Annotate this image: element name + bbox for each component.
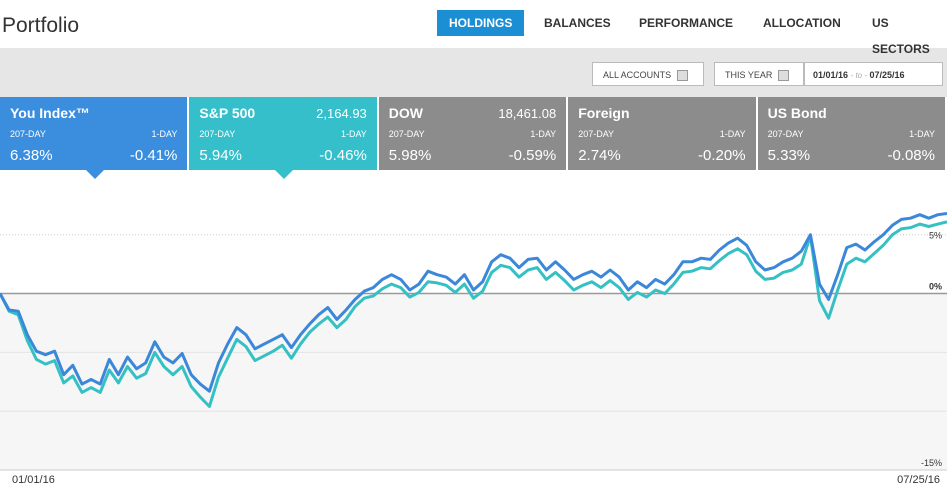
card-name: Foreign xyxy=(578,105,630,121)
card-long-label: 207-DAY xyxy=(767,129,804,139)
accounts-select[interactable]: ALL ACCOUNTS xyxy=(592,62,704,86)
card-long-value: 6.38% xyxy=(10,147,53,164)
page-title: Portfolio xyxy=(2,14,80,37)
card-name: US Bond xyxy=(767,105,827,121)
card-long-value: 5.98% xyxy=(388,147,432,164)
nav-tab[interactable]: ALLOCATION xyxy=(763,16,841,30)
card-long-value: 2.74% xyxy=(578,147,621,164)
card-name: DOW xyxy=(388,105,424,121)
nav-tab[interactable]: HOLDINGS xyxy=(437,10,525,36)
card-short-label: 1-DAY xyxy=(340,129,367,139)
index-card[interactable]: You Index™ 207-DAY 1-DAY 6.38% -0.41% xyxy=(0,97,188,170)
chart-bg-below xyxy=(0,293,947,470)
index-card[interactable]: Foreign 207-DAY 1-DAY 2.74% -0.20% xyxy=(568,97,756,170)
card-long-value: 5.33% xyxy=(767,147,811,164)
y-tick-label: -15% xyxy=(921,458,942,468)
y-tick-label: 0% xyxy=(929,282,942,292)
nav-tab[interactable]: US SECTORS xyxy=(872,16,930,56)
accounts-text: ALL ACCOUNTS xyxy=(603,70,672,80)
card-short-label: 1-DAY xyxy=(719,129,746,139)
card-price: 2,164.93 xyxy=(316,106,367,121)
series-line xyxy=(0,212,947,393)
card-pointer xyxy=(275,170,294,179)
card-long-label: 207-DAY xyxy=(578,129,615,139)
card-long-label: 207-DAY xyxy=(199,129,236,139)
card-short-value: -0.20% xyxy=(698,147,746,164)
x-tick-label: 01/01/16 xyxy=(12,474,55,486)
index-card[interactable]: US Bond 207-DAY 1-DAY 5.33% -0.08% xyxy=(757,97,945,170)
date-range[interactable]: 01/01/16 - to - 07/25/16 xyxy=(804,62,943,86)
card-short-value: -0.41% xyxy=(129,147,178,164)
card-name: You Index™ xyxy=(10,105,90,121)
start-date: 01/01/16 xyxy=(813,70,849,80)
end-date: 07/25/16 xyxy=(869,70,905,80)
series-line xyxy=(0,220,947,408)
period-text: THIS YEAR xyxy=(725,70,773,80)
dropdown-arrow xyxy=(677,70,689,82)
nav-tab[interactable]: BALANCES xyxy=(544,16,611,30)
index-card[interactable]: S&P 500 2,164.93 207-DAY 1-DAY 5.94% -0.46% xyxy=(189,97,377,170)
card-long-value: 5.94% xyxy=(199,147,242,164)
dropdown-arrow xyxy=(778,70,790,82)
card-short-label: 1-DAY xyxy=(151,129,178,139)
card-short-value: -0.59% xyxy=(508,147,557,164)
card-long-label: 207-DAY xyxy=(388,129,425,139)
x-tick-label: 07/25/16 xyxy=(897,474,940,486)
to-text: - to - xyxy=(850,71,868,80)
card-short-label: 1-DAY xyxy=(530,129,557,139)
y-tick-label: 5% xyxy=(929,231,942,241)
card-pointer xyxy=(86,170,104,179)
card-name: S&P 500 xyxy=(199,105,256,121)
nav-tab[interactable]: PERFORMANCE xyxy=(639,16,734,30)
card-price: 18,461.08 xyxy=(498,106,557,121)
card-short-label: 1-DAY xyxy=(909,129,935,139)
index-card[interactable]: DOW 18,461.08 207-DAY 1-DAY 5.98% -0.59% xyxy=(378,97,567,170)
card-short-value: -0.08% xyxy=(887,147,935,164)
card-long-label: 207-DAY xyxy=(10,129,46,139)
card-short-value: -0.46% xyxy=(319,147,367,164)
period-select[interactable]: THIS YEAR xyxy=(714,62,804,86)
